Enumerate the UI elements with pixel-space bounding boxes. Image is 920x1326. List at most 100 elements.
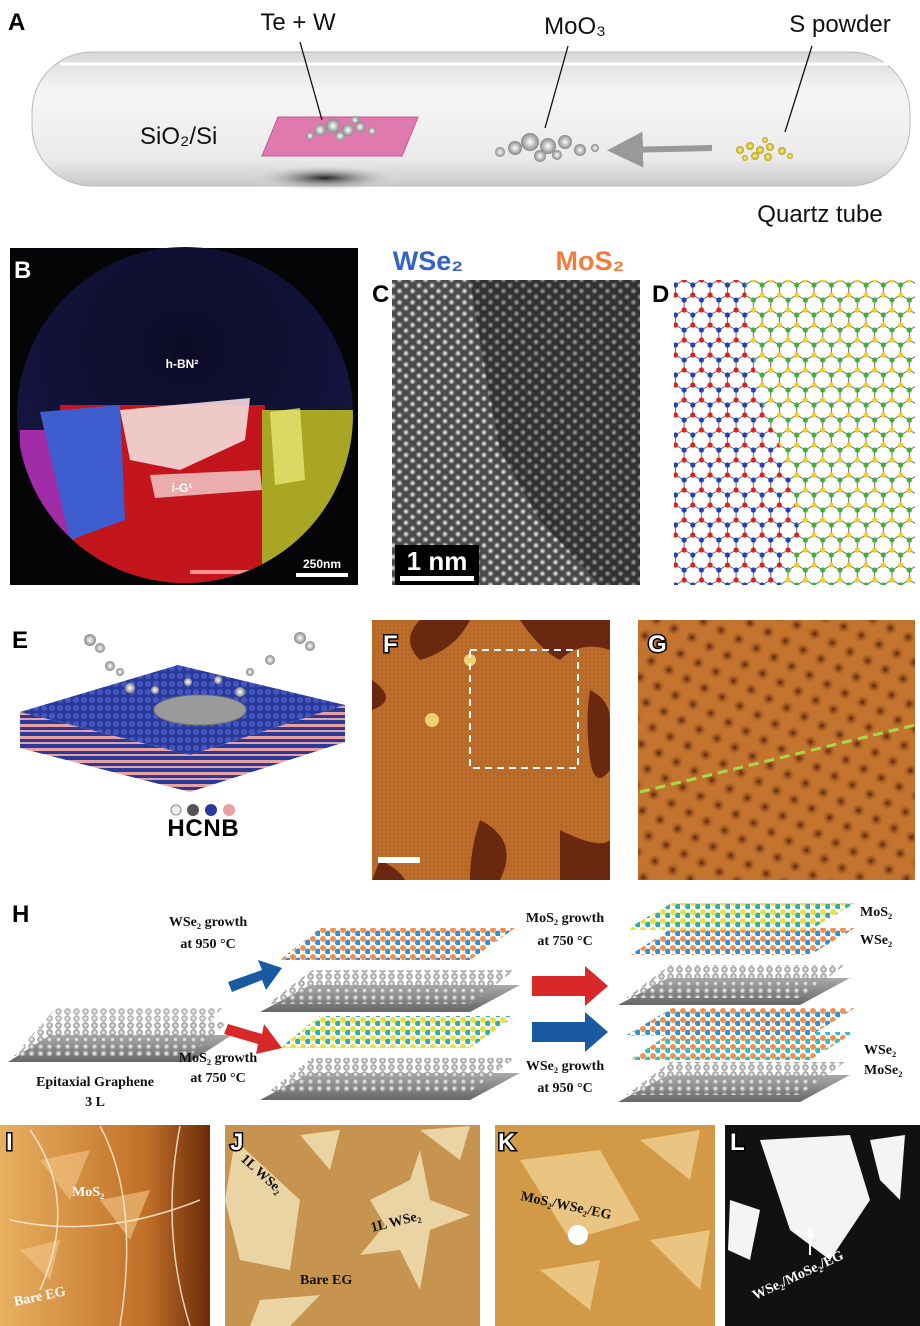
panel-label: L <box>730 1129 745 1156</box>
te-w-powder <box>306 116 376 141</box>
flow-arrow <box>607 131 713 168</box>
circle-shape <box>766 143 774 151</box>
panel-l: WSe₂/MoSe₂/EG L <box>725 1125 920 1326</box>
panel-label: I <box>6 1129 13 1156</box>
polygon-shape <box>270 408 305 485</box>
circle-shape <box>558 135 572 149</box>
circle-shape <box>223 804 235 816</box>
polygon-shape <box>532 966 608 1006</box>
image-c <box>392 280 640 585</box>
step-label: MoS₂ growth <box>179 1051 257 1066</box>
panel-k: MoS₂/WSe₂/EG K <box>495 1125 715 1326</box>
path-shape <box>372 680 386 710</box>
panel-label: B <box>14 257 31 284</box>
circle-shape <box>116 668 124 676</box>
panel-label: G <box>648 631 667 658</box>
circle-shape <box>246 668 254 676</box>
label-bare-eg: Bare EG <box>300 1273 352 1288</box>
legend-label: H <box>167 815 184 842</box>
stack-bottom-right <box>618 1008 855 1102</box>
circle-shape <box>787 153 793 159</box>
slab-side <box>190 705 345 792</box>
polygon-shape <box>228 960 282 992</box>
circle-shape <box>335 131 345 141</box>
panel-h: WSe₂ growth at 950 °C MoS₂ growth at 750… <box>8 901 902 1110</box>
circle-shape <box>205 804 217 816</box>
polygon-shape <box>532 1012 608 1052</box>
circle-shape <box>314 124 326 136</box>
panel-label: F <box>383 631 398 658</box>
polygon-shape <box>420 1126 470 1160</box>
circle-shape <box>105 661 115 671</box>
bright-regions <box>728 1135 905 1260</box>
legend-label: N <box>203 815 220 842</box>
circle-shape <box>235 687 245 697</box>
panel-label: C <box>372 281 389 308</box>
panel-i: MoS₂ Bare EG I <box>0 1125 210 1326</box>
step-label: at 950 °C <box>537 1081 592 1096</box>
polygon-shape <box>640 1130 700 1180</box>
label-te-w: Te + W <box>260 9 336 36</box>
moo3-powder <box>495 133 599 162</box>
leader-lines <box>299 41 813 133</box>
polygon-shape <box>268 1058 515 1092</box>
circle-shape <box>265 655 275 665</box>
legend-label: C <box>185 815 202 842</box>
circle-shape <box>521 133 539 151</box>
polygon-shape <box>225 1140 300 1270</box>
polygon-shape <box>626 1062 845 1095</box>
polygon-shape <box>300 1130 340 1170</box>
shadow <box>245 164 405 192</box>
circle-shape <box>495 147 505 157</box>
layer-label: MoS₂ <box>860 905 892 920</box>
polygon-shape <box>650 1230 710 1290</box>
panel-g: G <box>638 620 916 880</box>
particle <box>568 1225 588 1245</box>
circle-shape <box>756 146 764 154</box>
graphene-island <box>153 694 247 726</box>
path-shape <box>410 620 470 660</box>
slab-side <box>20 712 190 792</box>
scale-bar-label: 1 nm <box>407 546 468 576</box>
layer-label: WSe₂ <box>860 933 892 948</box>
line-shape <box>784 45 813 133</box>
circle-shape <box>591 144 599 152</box>
path-shape <box>587 690 610 778</box>
circle-shape <box>305 641 315 651</box>
heterostructure-flakes <box>520 1130 710 1310</box>
polygon-shape <box>40 1150 90 1200</box>
substrate-label: Epitaxial Graphene <box>36 1075 154 1090</box>
label-tube: Quartz tube <box>757 201 882 228</box>
polygon-shape <box>520 1150 640 1240</box>
stack-bottom-mid <box>260 1016 520 1100</box>
step-label: at 750 °C <box>537 934 592 949</box>
circle-shape <box>746 142 754 150</box>
circle-shape <box>151 686 159 694</box>
quartz-tube <box>31 51 911 187</box>
polygon-shape <box>150 470 262 498</box>
circle-shape <box>214 676 222 684</box>
panel-label: K <box>498 1129 516 1156</box>
label-s-powder: S powder <box>789 11 890 38</box>
step-label: at 750 °C <box>190 1071 245 1086</box>
dark-domains <box>372 620 610 880</box>
particle <box>425 713 439 727</box>
step-label: WSe₂ growth <box>169 915 247 930</box>
polygon-shape <box>22 1008 222 1046</box>
polygon-shape <box>40 405 125 540</box>
legend-label: B <box>221 815 238 842</box>
circle-shape <box>534 150 546 162</box>
panel-c: WSe₂ MoS₂ 1 nm C <box>372 246 640 585</box>
step-label: at 950 °C <box>180 937 235 952</box>
polygon-shape <box>120 398 250 470</box>
circle-shape <box>574 144 586 156</box>
polygon-shape <box>280 1016 515 1048</box>
step-edges <box>9 1125 201 1326</box>
scale-bar <box>400 576 474 581</box>
circle-shape <box>762 137 768 143</box>
s-powder <box>736 137 793 161</box>
line-shape <box>544 45 569 129</box>
panel-label: D <box>652 281 669 308</box>
circle-shape <box>184 678 192 686</box>
